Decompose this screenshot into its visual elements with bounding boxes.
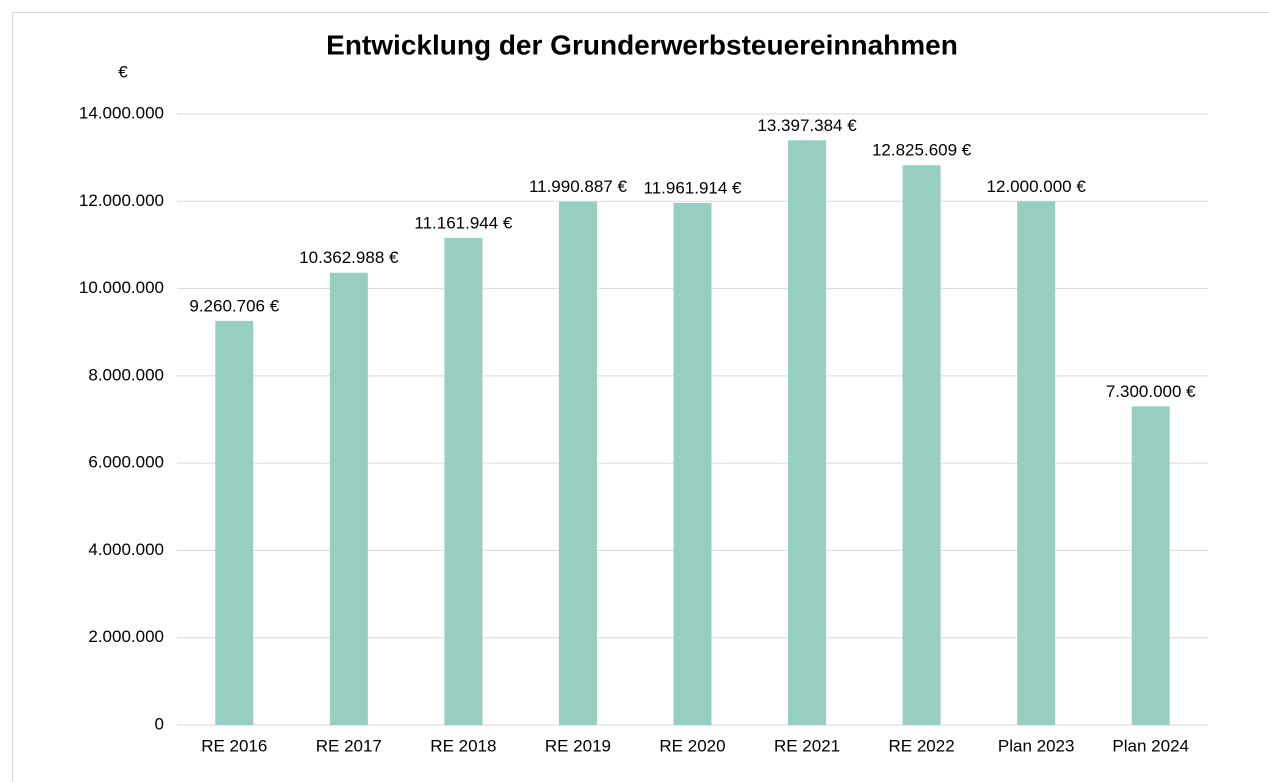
data-label: 11.161.944 € [414, 213, 513, 232]
bar [1017, 201, 1056, 726]
bar [558, 201, 597, 726]
y-axis-label: € [118, 62, 128, 81]
y-tick-label: 2.000.000 [88, 627, 164, 646]
y-tick-label: 4.000.000 [88, 540, 164, 559]
bar [444, 237, 483, 725]
x-tick-label: RE 2019 [545, 736, 611, 755]
chart-frame [12, 12, 1269, 782]
chart-title: Entwicklung der Grunderwerbsteuereinnahm… [326, 29, 958, 60]
bar [215, 320, 254, 725]
bar [1131, 406, 1170, 725]
y-tick-label: 8.000.000 [88, 365, 164, 384]
data-label: 13.397.384 € [757, 116, 857, 135]
y-tick-label: 10.000.000 [79, 278, 164, 297]
data-label: 11.961.914 € [644, 178, 743, 197]
bar [329, 272, 368, 725]
bar [788, 140, 827, 726]
bar [902, 165, 941, 725]
data-label: 7.300.000 € [1106, 382, 1196, 401]
data-label: 9.260.706 € [189, 296, 279, 315]
x-tick-label: RE 2021 [774, 736, 840, 755]
y-tick-label: 14.000.000 [79, 103, 164, 122]
y-tick-label: 0 [155, 714, 164, 733]
data-label: 12.825.609 € [872, 141, 972, 160]
x-tick-label: RE 2020 [659, 736, 725, 755]
x-tick-label: Plan 2024 [1112, 736, 1189, 755]
x-tick-label: RE 2017 [316, 736, 382, 755]
data-label: 10.362.988 € [299, 248, 399, 267]
bar [673, 202, 712, 726]
y-tick-label: 6.000.000 [88, 453, 164, 472]
data-label: 12.000.000 € [987, 177, 1087, 196]
x-tick-label: Plan 2023 [998, 736, 1075, 755]
x-tick-label: RE 2018 [430, 736, 496, 755]
y-tick-label: 12.000.000 [79, 191, 164, 210]
x-tick-label: RE 2022 [889, 736, 955, 755]
data-label: 11.990.887 € [529, 177, 628, 196]
x-tick-label: RE 2016 [201, 736, 267, 755]
